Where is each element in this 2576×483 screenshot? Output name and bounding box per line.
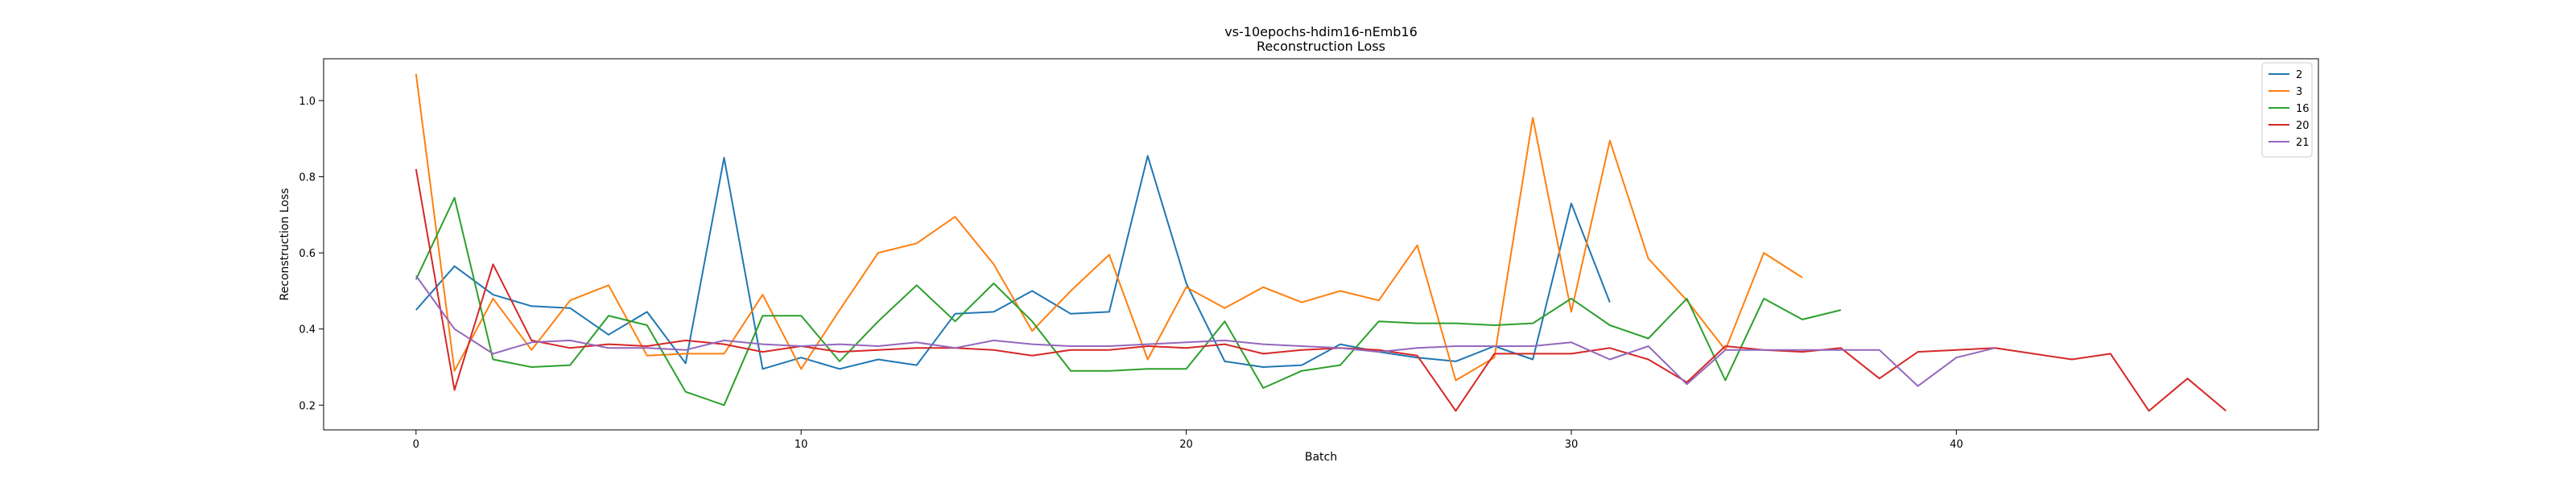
y-tick-label: 0.2: [299, 400, 316, 412]
legend-box: [2261, 62, 2313, 158]
plot-area-frame: [323, 58, 2319, 431]
legend-label: 2: [2296, 69, 2302, 81]
series-line-2: [415, 155, 1611, 370]
x-tick-label: 20: [1179, 439, 1193, 451]
y-tick-label: 0.4: [299, 324, 316, 336]
y-tick-label: 0.8: [299, 172, 316, 184]
legend-label: 16: [2296, 103, 2310, 115]
x-tick-label: 40: [1950, 439, 1963, 451]
series-line-20: [415, 168, 2227, 412]
legend-label: 20: [2296, 120, 2310, 132]
x-axis-label: Batch: [1305, 451, 1337, 464]
x-tick-label: 10: [795, 439, 808, 451]
y-axis-label: Reconstruction Loss: [279, 188, 291, 301]
y-axis: 0.2 0.4 0.6 0.8 1.0: [299, 96, 324, 412]
x-axis: 0 10 20 30 40: [413, 430, 1963, 451]
chart-subtitle: Reconstruction Loss: [1257, 39, 1385, 54]
y-tick-label: 1.0: [299, 96, 316, 108]
series-line-16: [415, 196, 1842, 407]
legend: 2 3 16 20 21: [2261, 62, 2313, 158]
series-line-3: [415, 73, 1803, 382]
legend-label: 21: [2296, 137, 2310, 149]
x-tick-label: 0: [413, 439, 419, 451]
legend-label: 3: [2296, 86, 2302, 98]
series-layer: [415, 73, 2227, 412]
y-tick-label: 0.6: [299, 248, 316, 260]
x-tick-label: 30: [1565, 439, 1579, 451]
chart-title: vs-10epochs-hdim16-nEmb16: [1224, 24, 1418, 39]
series-line-21: [415, 275, 1996, 387]
